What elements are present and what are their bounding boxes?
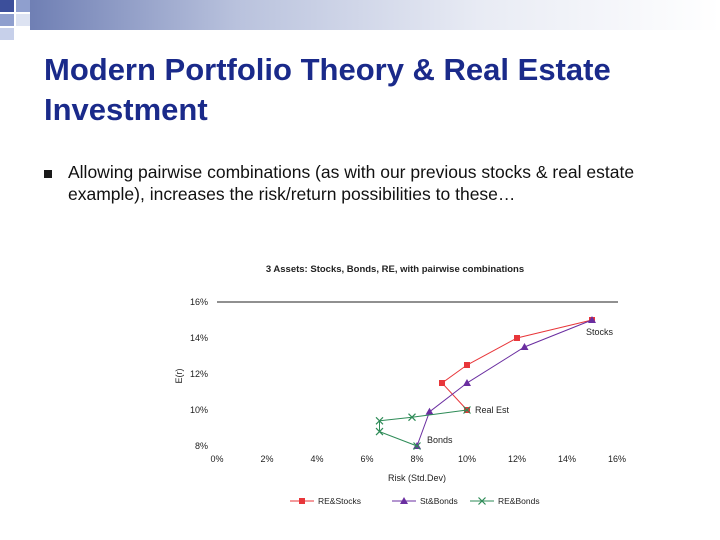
- x-marker: [375, 416, 384, 425]
- x-tick-label: 4%: [310, 454, 323, 464]
- slide-title: Modern Portfolio Theory & Real Estate In…: [44, 52, 611, 127]
- x-tick-label: 8%: [410, 454, 423, 464]
- square-marker: [299, 498, 305, 504]
- x-tick-label: 0%: [210, 454, 223, 464]
- x-marker: [413, 442, 421, 450]
- legend: RE&Stocks St&Bonds RE&Bonds: [290, 496, 540, 506]
- y-axis-ticks: 8% 10% 12% 14% 16%: [190, 297, 208, 451]
- x-marker: [463, 406, 471, 414]
- y-tick-label: 16%: [190, 297, 208, 307]
- y-tick-label: 14%: [190, 333, 208, 343]
- legend-label: RE&Stocks: [318, 496, 361, 506]
- square-marker: [514, 335, 520, 341]
- x-marker: [375, 427, 384, 436]
- y-tick-label: 10%: [190, 405, 208, 415]
- x-tick-label: 10%: [458, 454, 476, 464]
- x-tick-label: 14%: [558, 454, 576, 464]
- x-tick-label: 2%: [260, 454, 273, 464]
- y-tick-label: 8%: [195, 441, 208, 451]
- x-marker: [478, 497, 486, 505]
- triangle-marker: [463, 379, 471, 386]
- square-marker: [464, 362, 470, 368]
- x-axis-ticks: 0% 2% 4% 6% 8% 10% 12% 14% 16%: [210, 454, 626, 464]
- triangle-marker: [520, 343, 529, 350]
- header-band: [30, 0, 720, 30]
- x-tick-label: 16%: [608, 454, 626, 464]
- square-marker: [439, 380, 445, 386]
- point-annotation: Bonds: [427, 435, 453, 445]
- x-marker: [408, 413, 416, 422]
- point-annotation: Real Est: [475, 405, 510, 415]
- series-layer: [375, 316, 596, 450]
- y-axis-label: E(r): [174, 369, 184, 384]
- legend-label: St&Bonds: [420, 496, 458, 506]
- bullet-icon: [44, 170, 52, 178]
- triangle-marker: [425, 407, 434, 415]
- x-tick-label: 12%: [508, 454, 526, 464]
- y-tick-label: 12%: [190, 369, 208, 379]
- chart-title: 3 Assets: Stocks, Bonds, RE, with pairwi…: [266, 264, 524, 275]
- x-axis-label: Risk (Std.Dev): [388, 473, 446, 483]
- annotations: Stocks Real Est Bonds: [427, 327, 614, 445]
- triangle-marker: [400, 497, 408, 504]
- point-annotation: Stocks: [586, 327, 614, 337]
- x-tick-label: 6%: [360, 454, 373, 464]
- triangle-marker: [588, 316, 596, 323]
- bullet-text: Allowing pairwise combinations (as with …: [68, 162, 635, 204]
- frontier-chart: 3 Assets: Stocks, Bonds, RE, with pairwi…: [174, 264, 626, 506]
- legend-label: RE&Bonds: [498, 496, 540, 506]
